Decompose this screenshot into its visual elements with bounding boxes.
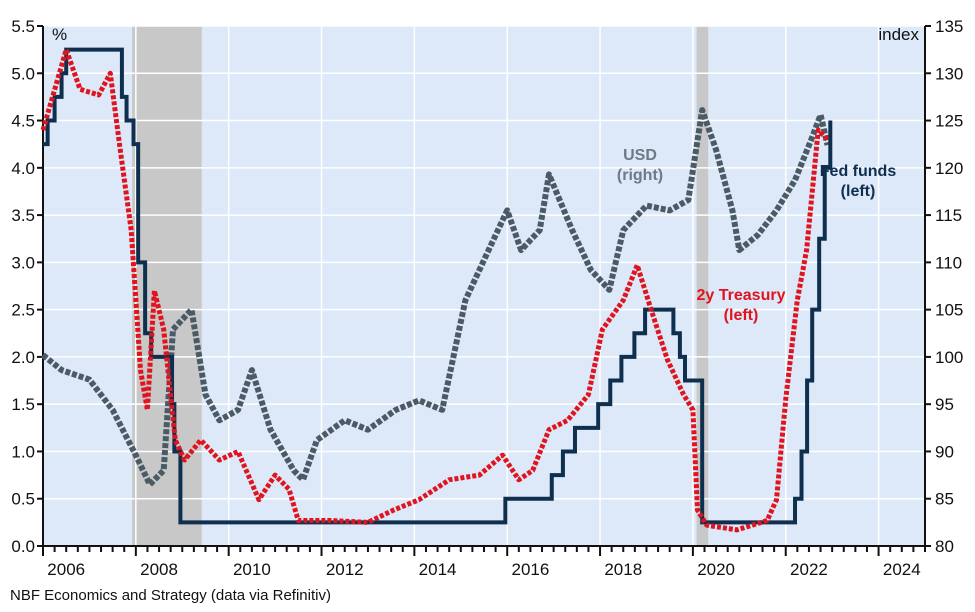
x-tick-label: 2014	[419, 560, 457, 579]
y-left-tick-label: 5.0	[11, 64, 35, 83]
y-left-tick-label: 3.5	[11, 206, 35, 225]
usd-series-label: USD	[623, 147, 657, 164]
left-unit-label: %	[52, 25, 67, 44]
right-unit-label: index	[878, 25, 919, 44]
y-left-tick-label: 0.0	[11, 537, 35, 556]
fedfunds-series-line	[43, 47, 833, 525]
usd-series-line	[41, 107, 831, 488]
x-tick-label: 2010	[233, 560, 271, 579]
y-right-tick-label: 100	[935, 348, 963, 367]
y-left-tick-label: 2.5	[11, 301, 35, 320]
y-left-tick-label: 0.5	[11, 490, 35, 509]
fedfunds-series-label: Fed funds	[820, 163, 897, 180]
y-left-tick-label: 1.5	[11, 395, 35, 414]
y-left-tick-label: 3.0	[11, 253, 35, 272]
recession-shading	[696, 26, 709, 546]
x-tick-label: 2020	[697, 560, 735, 579]
treasury-series-label: (left)	[724, 307, 759, 324]
x-tick-label: 2016	[512, 560, 550, 579]
y-left-tick-label: 1.0	[11, 442, 35, 461]
x-tick-label: 2008	[140, 560, 178, 579]
y-right-tick-label: 130	[935, 64, 963, 83]
x-tick-label: 2022	[790, 560, 828, 579]
x-tick-label: 2012	[326, 560, 364, 579]
y-right-tick-label: 125	[935, 112, 963, 131]
y-left-tick-label: 4.5	[11, 112, 35, 131]
x-tick-label: 2024	[883, 560, 921, 579]
y-right-tick-label: 95	[935, 395, 954, 414]
treasury-series-line	[40, 47, 830, 533]
y-right-tick-label: 120	[935, 159, 963, 178]
x-tick-label: 2006	[47, 560, 85, 579]
source-note: NBF Economics and Strategy (data via Ref…	[10, 587, 331, 604]
y-left-tick-label: 4.0	[11, 159, 35, 178]
y-right-tick-label: 115	[935, 206, 962, 225]
x-tick-label: 2018	[604, 560, 642, 579]
y-right-tick-label: 135	[935, 17, 963, 36]
y-right-tick-label: 105	[935, 301, 963, 320]
y-left-tick-label: 5.5	[11, 17, 35, 36]
usd-series-label: (right)	[617, 167, 663, 184]
fedfunds-series-label: (left)	[841, 183, 876, 200]
treasury-series-label: 2y Treasury	[697, 287, 786, 304]
y-right-tick-label: 80	[935, 537, 954, 556]
y-right-tick-label: 90	[935, 442, 954, 461]
y-right-tick-label: 110	[935, 253, 962, 272]
y-left-tick-label: 2.0	[11, 348, 35, 367]
y-right-tick-label: 85	[935, 490, 954, 509]
